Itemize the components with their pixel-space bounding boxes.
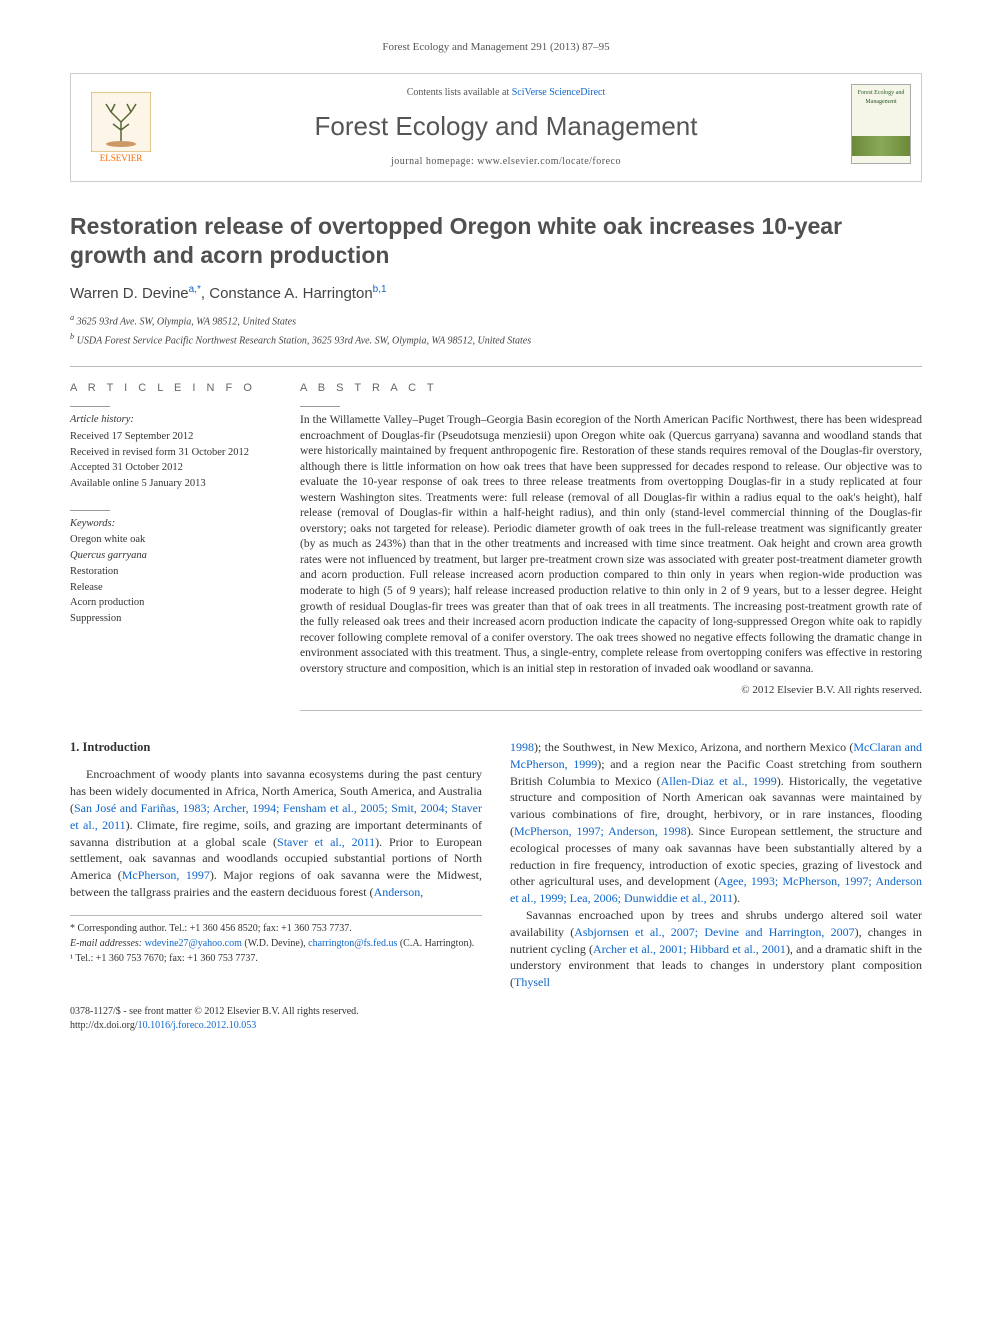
affiliation-a-label: a bbox=[70, 313, 74, 322]
affiliation-a-text: 3625 93rd Ave. SW, Olympia, WA 98512, Un… bbox=[77, 317, 296, 328]
elsevier-logo: ELSEVIER bbox=[81, 84, 161, 164]
keyword-3: Restoration bbox=[70, 565, 276, 580]
elsevier-logo-text: ELSEVIER bbox=[100, 152, 143, 165]
author-2-name: Constance A. Harrington bbox=[209, 285, 372, 302]
sciencedirect-link[interactable]: SciVerse ScienceDirect bbox=[512, 87, 606, 98]
affiliation-b-text: USDA Forest Service Pacific Northwest Re… bbox=[77, 335, 531, 346]
citation-link[interactable]: 1998 bbox=[510, 740, 534, 754]
author-2-tel-note: ¹ Tel.: +1 360 753 7670; fax: +1 360 753… bbox=[70, 952, 482, 966]
abstract-text: In the Willamette Valley–Puget Trough–Ge… bbox=[300, 414, 922, 674]
history-received: Received 17 September 2012 bbox=[70, 430, 276, 445]
doi-label: http://dx.doi.org/ bbox=[70, 1020, 138, 1031]
email-who-1: (W.D. Devine), bbox=[242, 938, 308, 949]
abstract-rule bbox=[300, 406, 340, 407]
author-separator: , bbox=[201, 285, 209, 302]
body-two-column: 1. Introduction Encroachment of woody pl… bbox=[70, 739, 922, 991]
keyword-6: Suppression bbox=[70, 612, 276, 627]
text-frag: ); the Southwest, in New Mexico, Arizona… bbox=[534, 740, 853, 754]
abstract-head: A B S T R A C T bbox=[300, 381, 922, 396]
info-rule-2 bbox=[70, 510, 110, 511]
section-1-head: 1. Introduction bbox=[70, 739, 482, 757]
affiliation-a: a 3625 93rd Ave. SW, Olympia, WA 98512, … bbox=[70, 312, 922, 329]
keywords-block: Keywords: Oregon white oak Quercus garry… bbox=[70, 510, 276, 627]
doi-line: http://dx.doi.org/10.1016/j.foreco.2012.… bbox=[70, 1019, 922, 1033]
footnotes: * Corresponding author. Tel.: +1 360 456… bbox=[70, 915, 482, 966]
citation-link[interactable]: McPherson, 1997; Anderson, 1998 bbox=[514, 824, 687, 838]
keyword-2: Quercus garryana bbox=[70, 549, 276, 564]
keywords-head: Keywords: bbox=[70, 517, 276, 532]
history-online: Available online 5 January 2013 bbox=[70, 477, 276, 492]
article-history-head: Article history: bbox=[70, 413, 276, 428]
citation-link[interactable]: Allen-Diaz et al., 1999 bbox=[661, 774, 777, 788]
abstract-body: In the Willamette Valley–Puget Trough–Ge… bbox=[300, 413, 922, 711]
citation-link[interactable]: Thysell bbox=[514, 975, 550, 989]
article-info-head: A R T I C L E I N F O bbox=[70, 381, 276, 396]
citation-link[interactable]: Archer et al., 2001; Hibbard et al., 200… bbox=[593, 942, 786, 956]
affiliations: a 3625 93rd Ave. SW, Olympia, WA 98512, … bbox=[70, 312, 922, 348]
tree-icon bbox=[91, 92, 151, 152]
author-1-sup: a,* bbox=[189, 284, 201, 295]
author-1-name: Warren D. Devine bbox=[70, 285, 189, 302]
cover-strip-art bbox=[852, 136, 910, 156]
affiliation-b-label: b bbox=[70, 332, 74, 341]
keyword-4: Release bbox=[70, 581, 276, 596]
doi-link[interactable]: 10.1016/j.foreco.2012.10.053 bbox=[138, 1020, 257, 1031]
keyword-5: Acorn production bbox=[70, 596, 276, 611]
keyword-1: Oregon white oak bbox=[70, 533, 276, 548]
email-who-2: (C.A. Harrington). bbox=[397, 938, 474, 949]
article-title: Restoration release of overtopped Oregon… bbox=[70, 212, 922, 270]
cover-title-text: Forest Ecology and Management bbox=[852, 89, 910, 106]
history-accepted: Accepted 31 October 2012 bbox=[70, 461, 276, 476]
author-2-sup: b,1 bbox=[373, 284, 387, 295]
issn-line: 0378-1127/$ - see front matter © 2012 El… bbox=[70, 1005, 922, 1019]
info-rule-1 bbox=[70, 406, 110, 407]
body-column-right: 1998); the Southwest, in New Mexico, Ari… bbox=[510, 739, 922, 991]
email-addresses-line: E-mail addresses: wdevine27@yahoo.com (W… bbox=[70, 937, 482, 951]
journal-banner: ELSEVIER Forest Ecology and Management C… bbox=[70, 73, 922, 181]
intro-para-1: Encroachment of woody plants into savann… bbox=[70, 766, 482, 900]
affiliation-b: b USDA Forest Service Pacific Northwest … bbox=[70, 331, 922, 348]
contents-prefix: Contents lists available at bbox=[407, 87, 512, 98]
email-link-2[interactable]: charrington@fs.fed.us bbox=[308, 938, 397, 949]
journal-cover-thumb: Forest Ecology and Management bbox=[851, 84, 911, 164]
citation-link[interactable]: McPherson, 1997 bbox=[122, 868, 210, 882]
author-list: Warren D. Devinea,*, Constance A. Harrin… bbox=[70, 283, 922, 304]
body-column-left: 1. Introduction Encroachment of woody pl… bbox=[70, 739, 482, 991]
contents-lists-line: Contents lists available at SciVerse Sci… bbox=[181, 86, 831, 100]
text-frag: ). bbox=[733, 891, 740, 905]
email-label: E-mail addresses: bbox=[70, 938, 145, 949]
abstract-column: A B S T R A C T In the Willamette Valley… bbox=[300, 381, 922, 711]
citation-link[interactable]: Staver et al., 2011 bbox=[277, 835, 375, 849]
intro-para-1-cont: 1998); the Southwest, in New Mexico, Ari… bbox=[510, 739, 922, 907]
page-footer: 0378-1127/$ - see front matter © 2012 El… bbox=[70, 1005, 922, 1033]
journal-homepage-line: journal homepage: www.elsevier.com/locat… bbox=[181, 155, 831, 169]
header-citation: Forest Ecology and Management 291 (2013)… bbox=[70, 40, 922, 55]
intro-para-2: Savannas encroached upon by trees and sh… bbox=[510, 907, 922, 991]
history-revised: Received in revised form 31 October 2012 bbox=[70, 446, 276, 461]
abstract-copyright: © 2012 Elsevier B.V. All rights reserved… bbox=[300, 683, 922, 698]
corresponding-author-note: * Corresponding author. Tel.: +1 360 456… bbox=[70, 922, 482, 936]
page-container: Forest Ecology and Management 291 (2013)… bbox=[0, 0, 992, 1063]
citation-link[interactable]: Anderson, bbox=[374, 885, 424, 899]
email-link-1[interactable]: wdevine27@yahoo.com bbox=[145, 938, 242, 949]
journal-name: Forest Ecology and Management bbox=[181, 108, 831, 144]
info-abstract-row: A R T I C L E I N F O Article history: R… bbox=[70, 366, 922, 711]
article-info-column: A R T I C L E I N F O Article history: R… bbox=[70, 381, 300, 711]
citation-link[interactable]: Asbjornsen et al., 2007; Devine and Harr… bbox=[574, 925, 854, 939]
